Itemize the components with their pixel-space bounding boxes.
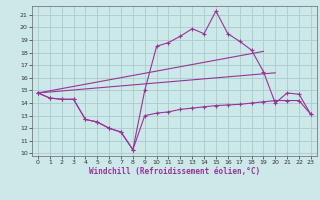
X-axis label: Windchill (Refroidissement éolien,°C): Windchill (Refroidissement éolien,°C)	[89, 167, 260, 176]
